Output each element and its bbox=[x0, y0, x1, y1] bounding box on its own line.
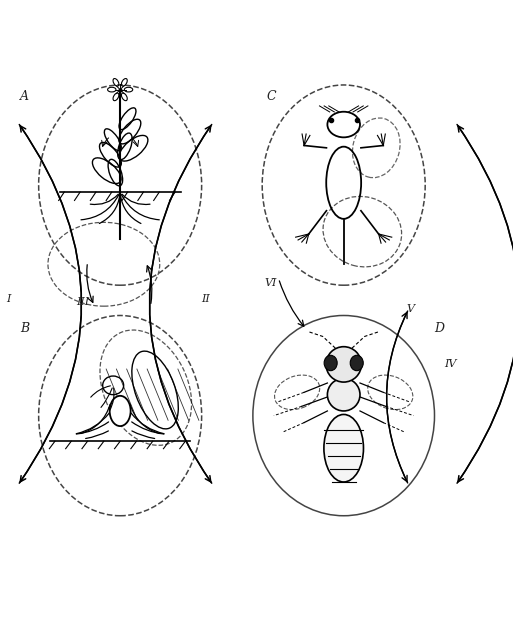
Ellipse shape bbox=[110, 396, 131, 426]
Text: C: C bbox=[267, 89, 277, 102]
Ellipse shape bbox=[327, 378, 360, 411]
Ellipse shape bbox=[324, 355, 337, 371]
Text: D: D bbox=[435, 323, 444, 336]
Text: IV: IV bbox=[444, 359, 456, 370]
Ellipse shape bbox=[324, 415, 364, 482]
Text: II: II bbox=[202, 294, 210, 304]
Ellipse shape bbox=[350, 355, 363, 371]
Text: I: I bbox=[6, 294, 10, 304]
Circle shape bbox=[326, 347, 361, 382]
Text: V: V bbox=[407, 304, 415, 313]
Text: VI: VI bbox=[265, 278, 277, 288]
Text: A: A bbox=[20, 89, 29, 102]
Text: B: B bbox=[20, 323, 29, 336]
Text: III: III bbox=[76, 297, 89, 307]
